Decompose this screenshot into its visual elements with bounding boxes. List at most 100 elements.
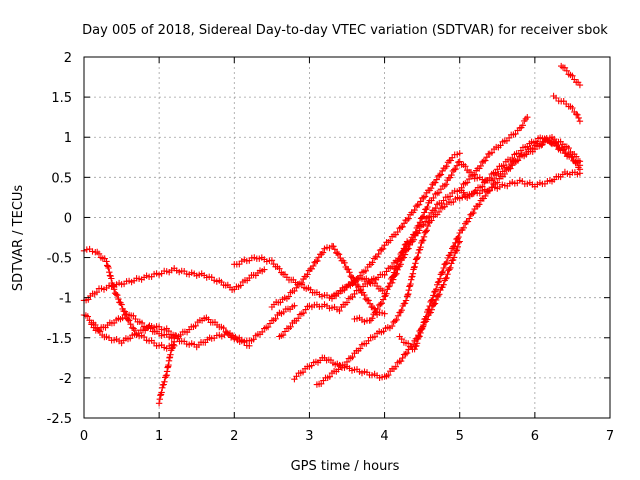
data-point-marker [374, 305, 381, 313]
data-point-marker [569, 104, 576, 112]
x-tick-label: 0 [80, 429, 88, 444]
data-point-marker [335, 366, 342, 373]
data-point-marker [192, 322, 199, 329]
data-point-marker [386, 283, 393, 290]
data-point-marker [276, 265, 283, 272]
data-point-marker [385, 371, 392, 379]
data-point-marker [291, 302, 298, 309]
data-point-marker [421, 193, 429, 200]
data-point-marker [483, 188, 490, 196]
data-point-marker [439, 167, 446, 175]
chart-title: Day 005 of 2018, Sidereal Day-to-day VTE… [82, 23, 608, 38]
y-tick-label: -1 [59, 292, 72, 307]
data-point-marker [563, 67, 570, 74]
data-point-marker [420, 213, 427, 220]
data-point-marker [108, 275, 115, 282]
data-point-marker [456, 229, 463, 237]
data-point-marker [448, 260, 455, 267]
data-point-marker [432, 179, 439, 186]
data-point-marker [436, 275, 444, 282]
data-point-marker [479, 183, 486, 190]
data-point-marker [466, 215, 473, 222]
data-point-marker [446, 266, 453, 273]
data-point-marker [405, 245, 412, 252]
data-point-marker [397, 357, 405, 365]
data-point-marker [369, 259, 376, 266]
data-point-marker [402, 297, 410, 304]
data-point-marker [401, 300, 409, 307]
series-track-16 [550, 92, 584, 125]
data-point-marker [376, 247, 384, 254]
data-point-marker [403, 349, 411, 357]
y-tick-label: -2 [59, 372, 72, 387]
data-point-marker [576, 118, 584, 125]
data-point-marker [398, 335, 405, 343]
data-point-marker [436, 172, 443, 179]
y-tick-label: 2 [64, 51, 72, 66]
data-point-marker [259, 328, 266, 336]
data-point-marker [409, 270, 417, 277]
series-track-10 [313, 168, 584, 388]
data-point-marker [438, 269, 446, 276]
data-point-marker [103, 258, 110, 265]
data-point-marker [418, 214, 426, 221]
data-point-marker [373, 308, 380, 316]
data-point-marker [106, 269, 113, 276]
data-point-marker [392, 363, 399, 370]
data-point-marker [392, 271, 399, 278]
data-point-marker [264, 323, 272, 331]
data-point-marker [454, 235, 461, 242]
data-point-marker [96, 328, 104, 335]
data-point-marker [486, 174, 493, 182]
data-point-marker [479, 158, 486, 166]
data-point-marker [399, 354, 406, 362]
data-point-marker [417, 244, 424, 251]
data-point-marker [420, 221, 427, 228]
data-point-marker [488, 149, 496, 156]
data-point-marker [450, 243, 457, 250]
data-point-marker [419, 323, 427, 330]
data-point-marker [440, 281, 447, 288]
plot-frame [83, 56, 611, 419]
data-point-marker [476, 201, 483, 208]
data-point-marker [403, 246, 411, 253]
data-point-marker [394, 266, 401, 273]
data-point-marker [440, 264, 447, 272]
data-point-marker [483, 154, 490, 161]
data-point-marker [576, 162, 584, 169]
data-point-marker [362, 295, 369, 303]
data-point-marker [319, 249, 327, 256]
data-point-marker [330, 243, 337, 250]
data-point-marker [357, 272, 364, 279]
data-point-marker [486, 187, 493, 194]
data-point-marker [430, 301, 438, 308]
data-point-marker [450, 254, 458, 261]
x-axis-title: GPS time / hours [291, 459, 400, 474]
data-point-marker [400, 254, 408, 261]
tick-labels: 0 1 2 3 4 5 6 7 -2.5 -2 -1.5 -1 -0.5 0 0.5 1 1.5 2 [47, 51, 615, 444]
data-point-marker [168, 345, 176, 352]
data-point-marker [156, 396, 163, 403]
data-point-marker [388, 322, 396, 330]
data-point-marker [421, 209, 428, 216]
data-point-marker [443, 163, 450, 170]
data-point-marker [452, 247, 460, 255]
data-point-marker [380, 296, 387, 303]
data-point-marker [430, 194, 437, 202]
data-point-marker [131, 327, 139, 334]
data-point-marker [458, 184, 465, 191]
data-point-marker [512, 130, 519, 138]
data-point-marker [377, 301, 384, 308]
data-point-marker [169, 344, 176, 351]
data-point-marker [492, 169, 499, 176]
data-point-marker [519, 122, 526, 129]
data-point-marker [268, 257, 276, 264]
data-point-marker [393, 270, 400, 277]
data-point-marker [412, 260, 419, 267]
data-point-marker [335, 251, 343, 258]
data-point-marker [406, 241, 413, 249]
series-track-13 [388, 134, 584, 286]
data-point-marker [369, 304, 376, 311]
data-point-marker [409, 273, 416, 280]
data-point-marker [381, 271, 388, 279]
